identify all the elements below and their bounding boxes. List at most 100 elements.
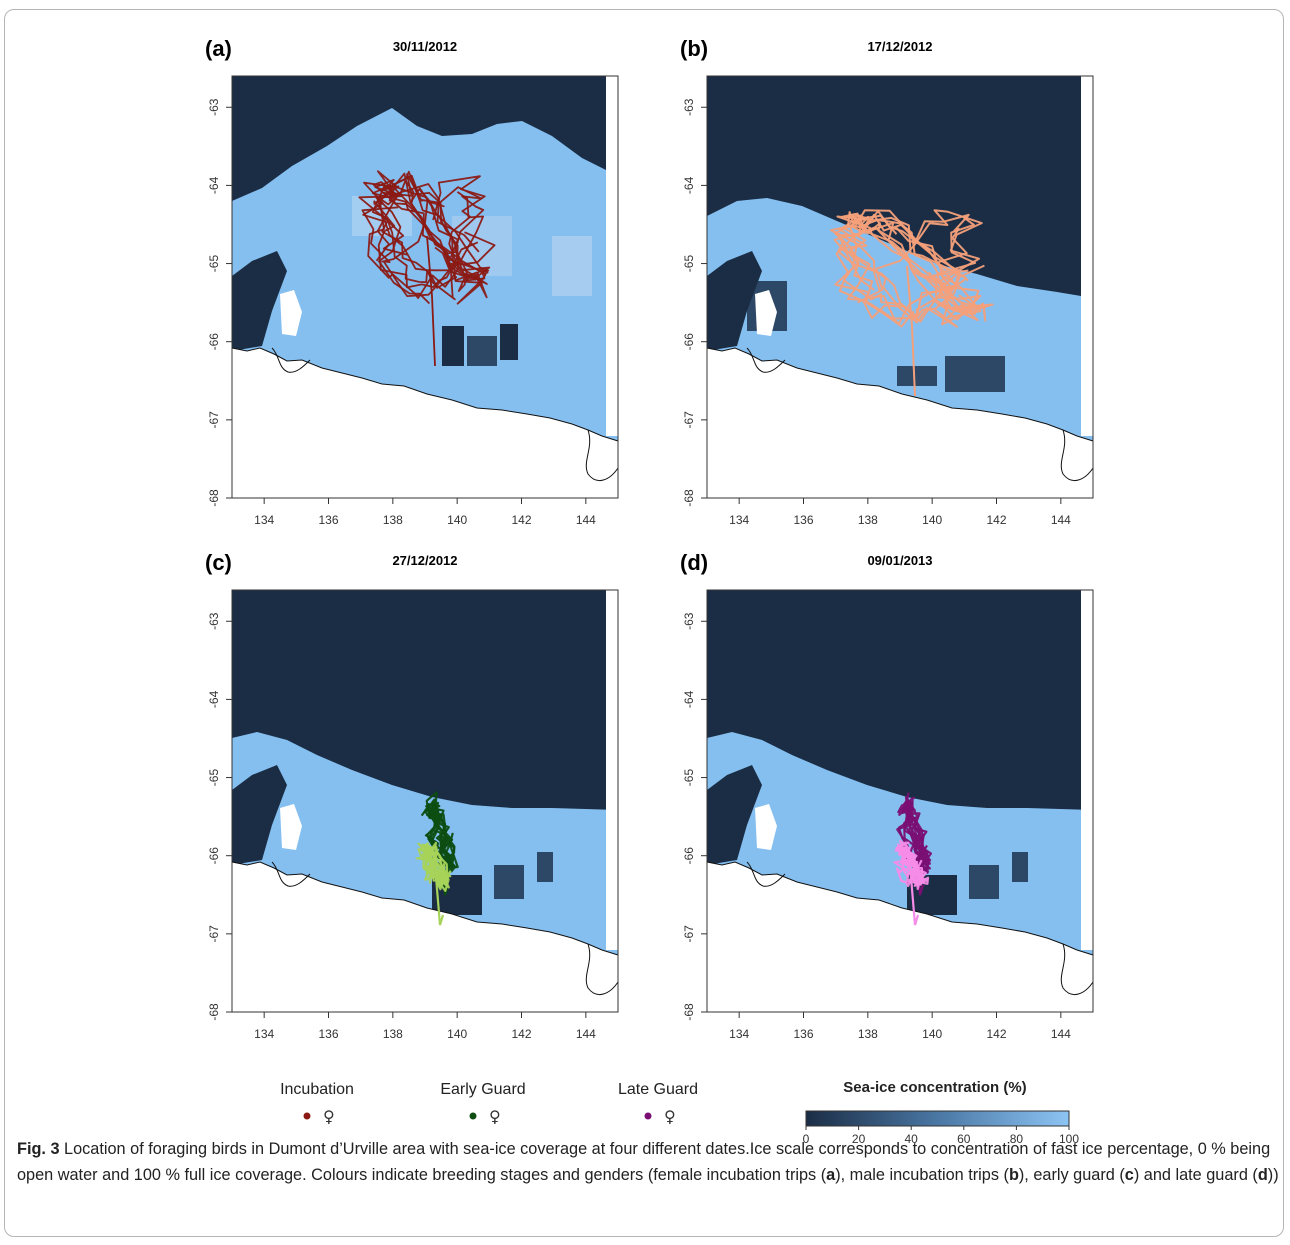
map-panel-b: (b) 17/12/2012 134 136 138 140 142 144 -63 -64 -65…	[680, 36, 1094, 527]
y-tick-label: -65	[682, 769, 696, 787]
coastline-east	[585, 943, 619, 996]
map-edge-strip	[1081, 76, 1093, 436]
track-line	[433, 864, 445, 926]
y-tick-label: -66	[682, 333, 696, 351]
colorbar-tick-label: 80	[1009, 1132, 1024, 1146]
x-tick-label: 142	[986, 513, 1006, 527]
track-line	[833, 215, 977, 320]
track-line	[908, 864, 920, 926]
track-line	[426, 235, 436, 367]
panel-date: 09/01/2013	[867, 553, 932, 568]
ice-patch	[467, 336, 497, 366]
map-panel-a: (a) 30/11/2012 134 136 138 140 142 144 -63 -64 -65…	[205, 36, 619, 527]
colorbar-tick-label: 100	[1058, 1132, 1080, 1146]
y-tick-label: -63	[682, 98, 696, 116]
ice-patch	[537, 852, 553, 882]
x-tick-label: 138	[383, 513, 403, 527]
x-tick-label: 136	[793, 1027, 813, 1041]
track-line	[372, 170, 487, 305]
antarctic-land	[707, 348, 1093, 498]
x-tick-label: 134	[254, 513, 274, 527]
y-tick-label: -64	[682, 176, 696, 194]
y-tick-label: -63	[682, 612, 696, 630]
coastline	[231, 347, 619, 442]
colorbar-tick-label: 40	[904, 1132, 918, 1146]
track-line	[415, 841, 450, 891]
panel-letter: (d)	[680, 550, 708, 575]
x-tick-label: 134	[729, 1027, 749, 1041]
figure-frame	[4, 9, 1284, 1237]
panel-date: 27/12/2012	[392, 553, 457, 568]
map-area	[706, 590, 1094, 1012]
x-tick-label: 144	[1051, 513, 1071, 527]
colorbar: Sea-ice concentration (%)	[805, 1079, 1070, 1130]
x-tick-label: 138	[383, 1027, 403, 1041]
coastline-east	[585, 429, 619, 482]
legend-title: Early Guard	[440, 1081, 525, 1098]
y-tick-label: -68	[682, 489, 696, 507]
male-symbol-icon: ♂	[664, 1128, 678, 1130]
bay-open-water	[232, 251, 287, 351]
x-tick-label: 144	[576, 513, 596, 527]
ice-patch	[1012, 852, 1028, 882]
ice-patch	[897, 366, 937, 386]
y-tick-label: -65	[207, 255, 221, 273]
coastline	[706, 347, 1094, 442]
caption-text-5: ))	[1267, 1166, 1279, 1184]
legend-female-dot	[303, 1112, 311, 1120]
map-frame	[231, 589, 619, 1013]
y-tick-label: -64	[207, 176, 221, 194]
caption-ref-a: a	[826, 1166, 836, 1184]
antarctic-land	[232, 348, 618, 498]
antarctic-land	[707, 862, 1093, 1012]
island	[280, 804, 302, 850]
legend-layer: Incubation ♀ ♂ Early Guard ♀ ♂ Late Guard ♀ ♂ Sea…	[280, 1079, 1070, 1130]
coastline	[231, 861, 619, 956]
female-symbol-icon: ♀	[664, 1107, 676, 1126]
x-tick-label: 138	[858, 513, 878, 527]
panel-date: 30/11/2012	[393, 39, 457, 54]
track-line	[425, 801, 455, 869]
map-panel-d: (d) 09/01/2013 134 136 138 140 142 144 -63 -64 -65…	[680, 550, 1094, 1041]
x-tick-label: 140	[447, 1027, 467, 1041]
panel-letter: (c)	[205, 550, 232, 575]
track-line	[361, 186, 485, 297]
map-edge-strip	[606, 590, 618, 950]
track-line	[829, 211, 987, 322]
track-line	[835, 209, 983, 321]
y-tick-label: -64	[682, 690, 696, 708]
x-tick-label: 138	[858, 1027, 878, 1041]
x-tick-label: 136	[318, 513, 338, 527]
map-area	[706, 76, 1094, 498]
coastline	[706, 861, 1094, 956]
caption-text-1: Location of foraging birds in Dumont d’U…	[17, 1140, 1271, 1184]
legend-group: Late Guard ♀ ♂	[618, 1081, 698, 1130]
island	[755, 290, 777, 336]
caption-text-4: ) and late guard (	[1133, 1166, 1258, 1184]
caption-ref-d: d	[1257, 1166, 1268, 1184]
y-tick-label: -67	[207, 925, 221, 943]
x-tick-label: 136	[793, 513, 813, 527]
coastline-west	[271, 347, 311, 373]
x-tick-label: 134	[254, 1027, 274, 1041]
map-edge-strip	[1081, 590, 1093, 950]
caption-text-2: ), male incubation trips (	[835, 1166, 1009, 1184]
figure-svg: (a) 30/11/2012 134 136 138 140 142 144 -63 -64 -65…	[205, 36, 1094, 1130]
foraging-tracks	[893, 792, 933, 926]
track-line	[838, 213, 970, 325]
x-tick-label: 140	[922, 1027, 942, 1041]
male-symbol-icon: ♂	[323, 1128, 337, 1130]
map-area	[231, 76, 619, 498]
legend-group: Early Guard ♀ ♂	[440, 1081, 525, 1130]
ice-patch	[500, 324, 518, 360]
track-line	[371, 183, 484, 284]
y-tick-label: -67	[682, 925, 696, 943]
x-tick-label: 136	[318, 1027, 338, 1041]
x-tick-label: 142	[511, 513, 531, 527]
caption-ref-b: b	[1008, 1166, 1019, 1184]
x-tick-label: 144	[576, 1027, 596, 1041]
foraging-tracks	[415, 791, 459, 926]
legend-female-dot	[644, 1112, 652, 1120]
figure-caption: Fig. 3 Location of foraging birds in Dum…	[17, 1136, 1279, 1188]
coastline-west	[746, 347, 786, 373]
